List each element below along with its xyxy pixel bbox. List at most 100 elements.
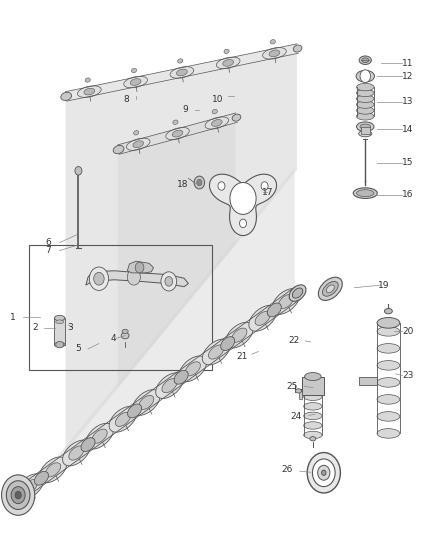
Circle shape <box>75 166 82 175</box>
Ellipse shape <box>377 327 400 336</box>
Ellipse shape <box>223 60 233 66</box>
Circle shape <box>7 481 30 510</box>
Ellipse shape <box>56 342 64 348</box>
Ellipse shape <box>212 109 217 114</box>
Ellipse shape <box>92 429 107 443</box>
Ellipse shape <box>132 390 160 415</box>
Ellipse shape <box>289 285 306 301</box>
Polygon shape <box>86 271 188 287</box>
Ellipse shape <box>318 277 342 301</box>
Ellipse shape <box>356 70 374 82</box>
Ellipse shape <box>166 127 189 140</box>
Ellipse shape <box>78 86 101 98</box>
Ellipse shape <box>304 393 322 400</box>
Ellipse shape <box>224 49 229 53</box>
Ellipse shape <box>293 45 302 52</box>
Ellipse shape <box>84 88 95 95</box>
Ellipse shape <box>133 141 144 148</box>
Ellipse shape <box>270 39 276 44</box>
Ellipse shape <box>385 309 392 314</box>
Ellipse shape <box>357 112 374 120</box>
Ellipse shape <box>69 446 84 460</box>
Ellipse shape <box>377 361 400 370</box>
Text: 6: 6 <box>45 238 51 247</box>
Ellipse shape <box>272 289 300 314</box>
Ellipse shape <box>109 407 137 432</box>
Ellipse shape <box>304 422 322 429</box>
Ellipse shape <box>173 120 178 124</box>
Ellipse shape <box>377 344 400 353</box>
Ellipse shape <box>304 373 321 381</box>
Text: 26: 26 <box>282 465 293 474</box>
Ellipse shape <box>56 320 64 324</box>
Ellipse shape <box>377 377 400 387</box>
Text: 23: 23 <box>402 371 413 380</box>
Circle shape <box>261 182 268 190</box>
Ellipse shape <box>377 411 400 421</box>
Ellipse shape <box>249 305 276 331</box>
Ellipse shape <box>134 131 139 135</box>
Ellipse shape <box>357 83 374 91</box>
Circle shape <box>11 487 25 504</box>
Circle shape <box>194 176 205 189</box>
Text: 9: 9 <box>183 105 188 114</box>
Ellipse shape <box>35 471 49 485</box>
Text: 8: 8 <box>124 94 130 103</box>
Ellipse shape <box>61 92 71 100</box>
Ellipse shape <box>54 342 65 348</box>
Ellipse shape <box>357 101 374 108</box>
Ellipse shape <box>81 438 95 451</box>
Ellipse shape <box>208 345 224 359</box>
Ellipse shape <box>122 329 128 334</box>
Ellipse shape <box>360 124 371 130</box>
Circle shape <box>127 269 141 285</box>
Text: 17: 17 <box>262 188 274 197</box>
Bar <box>29 245 212 370</box>
Circle shape <box>318 465 330 480</box>
Ellipse shape <box>326 285 334 293</box>
Ellipse shape <box>121 333 129 339</box>
Ellipse shape <box>295 389 301 393</box>
Ellipse shape <box>263 47 286 59</box>
Text: 24: 24 <box>291 412 302 421</box>
Text: 21: 21 <box>236 352 247 361</box>
Text: 4: 4 <box>111 334 117 343</box>
Ellipse shape <box>124 76 148 88</box>
Ellipse shape <box>179 356 207 382</box>
Text: 13: 13 <box>402 97 413 106</box>
Circle shape <box>135 262 144 273</box>
Ellipse shape <box>113 146 124 154</box>
Polygon shape <box>209 174 276 236</box>
Ellipse shape <box>377 394 400 404</box>
Text: 2: 2 <box>32 323 38 332</box>
Text: 5: 5 <box>76 344 81 353</box>
Ellipse shape <box>139 395 154 409</box>
Ellipse shape <box>221 337 235 351</box>
Ellipse shape <box>353 188 377 198</box>
Circle shape <box>197 179 202 185</box>
Text: 1: 1 <box>10 312 16 321</box>
Ellipse shape <box>357 89 374 96</box>
Ellipse shape <box>170 67 194 78</box>
Ellipse shape <box>304 412 322 419</box>
Ellipse shape <box>322 281 338 296</box>
Polygon shape <box>127 261 153 273</box>
Ellipse shape <box>205 117 229 129</box>
Circle shape <box>307 453 340 493</box>
Text: 22: 22 <box>289 336 300 345</box>
Text: 18: 18 <box>177 180 188 189</box>
Ellipse shape <box>310 437 316 441</box>
Circle shape <box>240 219 247 228</box>
Ellipse shape <box>255 311 270 326</box>
Ellipse shape <box>172 130 183 137</box>
Ellipse shape <box>269 50 280 56</box>
Text: 12: 12 <box>402 71 413 80</box>
Ellipse shape <box>377 318 400 328</box>
Text: 15: 15 <box>402 158 413 167</box>
Ellipse shape <box>63 440 90 466</box>
Circle shape <box>218 182 225 190</box>
Text: 11: 11 <box>402 59 413 68</box>
Ellipse shape <box>16 474 44 499</box>
Bar <box>54 318 65 345</box>
Ellipse shape <box>232 114 241 121</box>
